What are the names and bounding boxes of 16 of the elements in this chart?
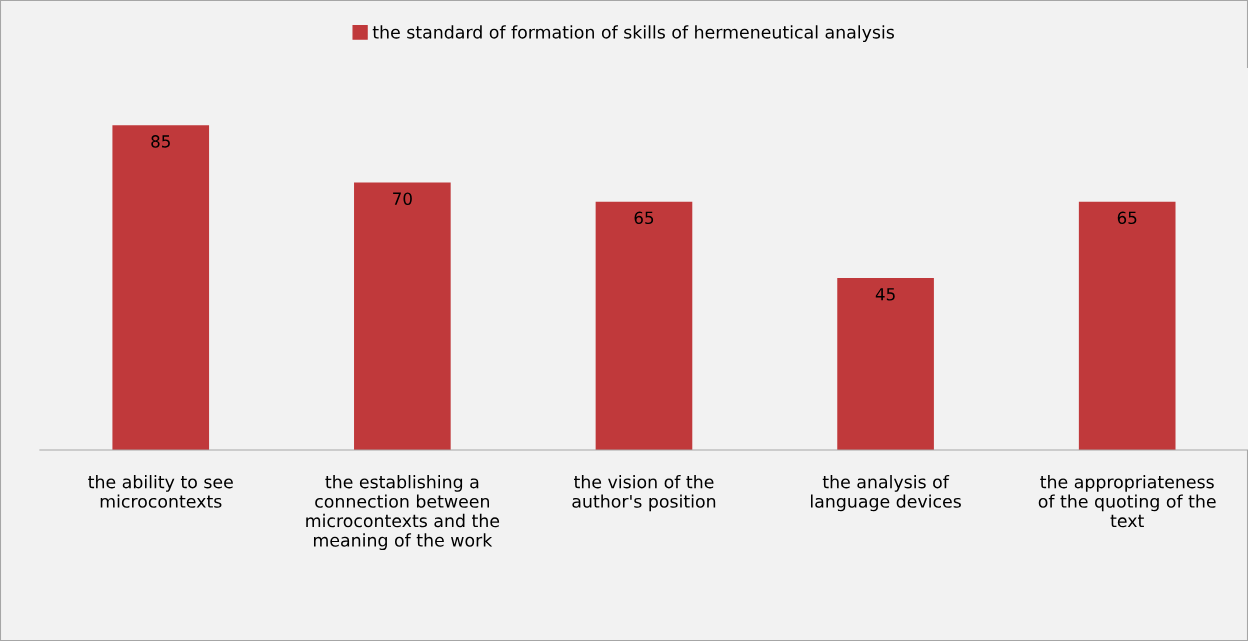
x-tick-label: the vision of the author's position — [572, 474, 716, 512]
data-label: 45 — [875, 288, 895, 301]
x-tick-label: the ability to see microcontexts — [88, 474, 233, 508]
bar — [1078, 201, 1176, 450]
data-label: 70 — [393, 192, 412, 206]
data-label: 65 — [634, 211, 654, 225]
x-tick-label: the analysis of language devices — [811, 474, 961, 512]
bar — [354, 182, 451, 450]
x-tick-label: the establishing a connection between microcontexts and the meaning of the work — [306, 474, 500, 551]
legend-label: the standard of formation of skills of hermeneutical analysis — [372, 25, 894, 43]
bar — [837, 278, 934, 450]
x-tick-label: the appropriateness of the quoting of the text — [1038, 474, 1216, 528]
bar — [595, 201, 693, 450]
bar — [112, 125, 210, 450]
data-label: 85 — [151, 135, 170, 148]
data-label: 65 — [1117, 211, 1137, 225]
